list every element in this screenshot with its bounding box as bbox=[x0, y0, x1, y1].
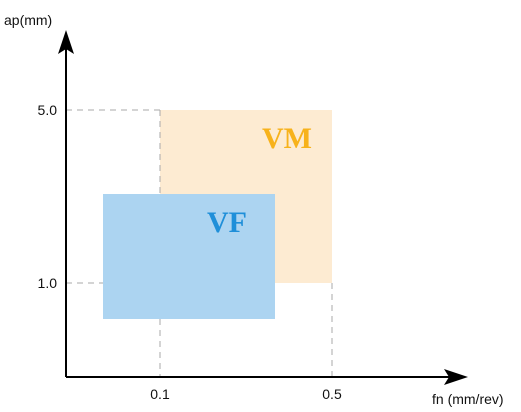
y-tick-label: 1.0 bbox=[38, 275, 58, 291]
y-axis-arrow-icon bbox=[58, 30, 74, 54]
x-tick-label: 0.1 bbox=[150, 386, 170, 402]
vm-region-label: VM bbox=[262, 122, 312, 155]
vf-region bbox=[103, 194, 275, 319]
x-tick-label: 0.5 bbox=[322, 386, 342, 402]
x-axis-title: fn (mm/rev) bbox=[432, 391, 504, 407]
y-axis-title: ap(mm) bbox=[4, 12, 52, 28]
vf-region-label: VF bbox=[207, 206, 247, 239]
y-tick-label: 5.0 bbox=[38, 102, 58, 118]
x-axis-arrow-icon bbox=[444, 369, 468, 385]
